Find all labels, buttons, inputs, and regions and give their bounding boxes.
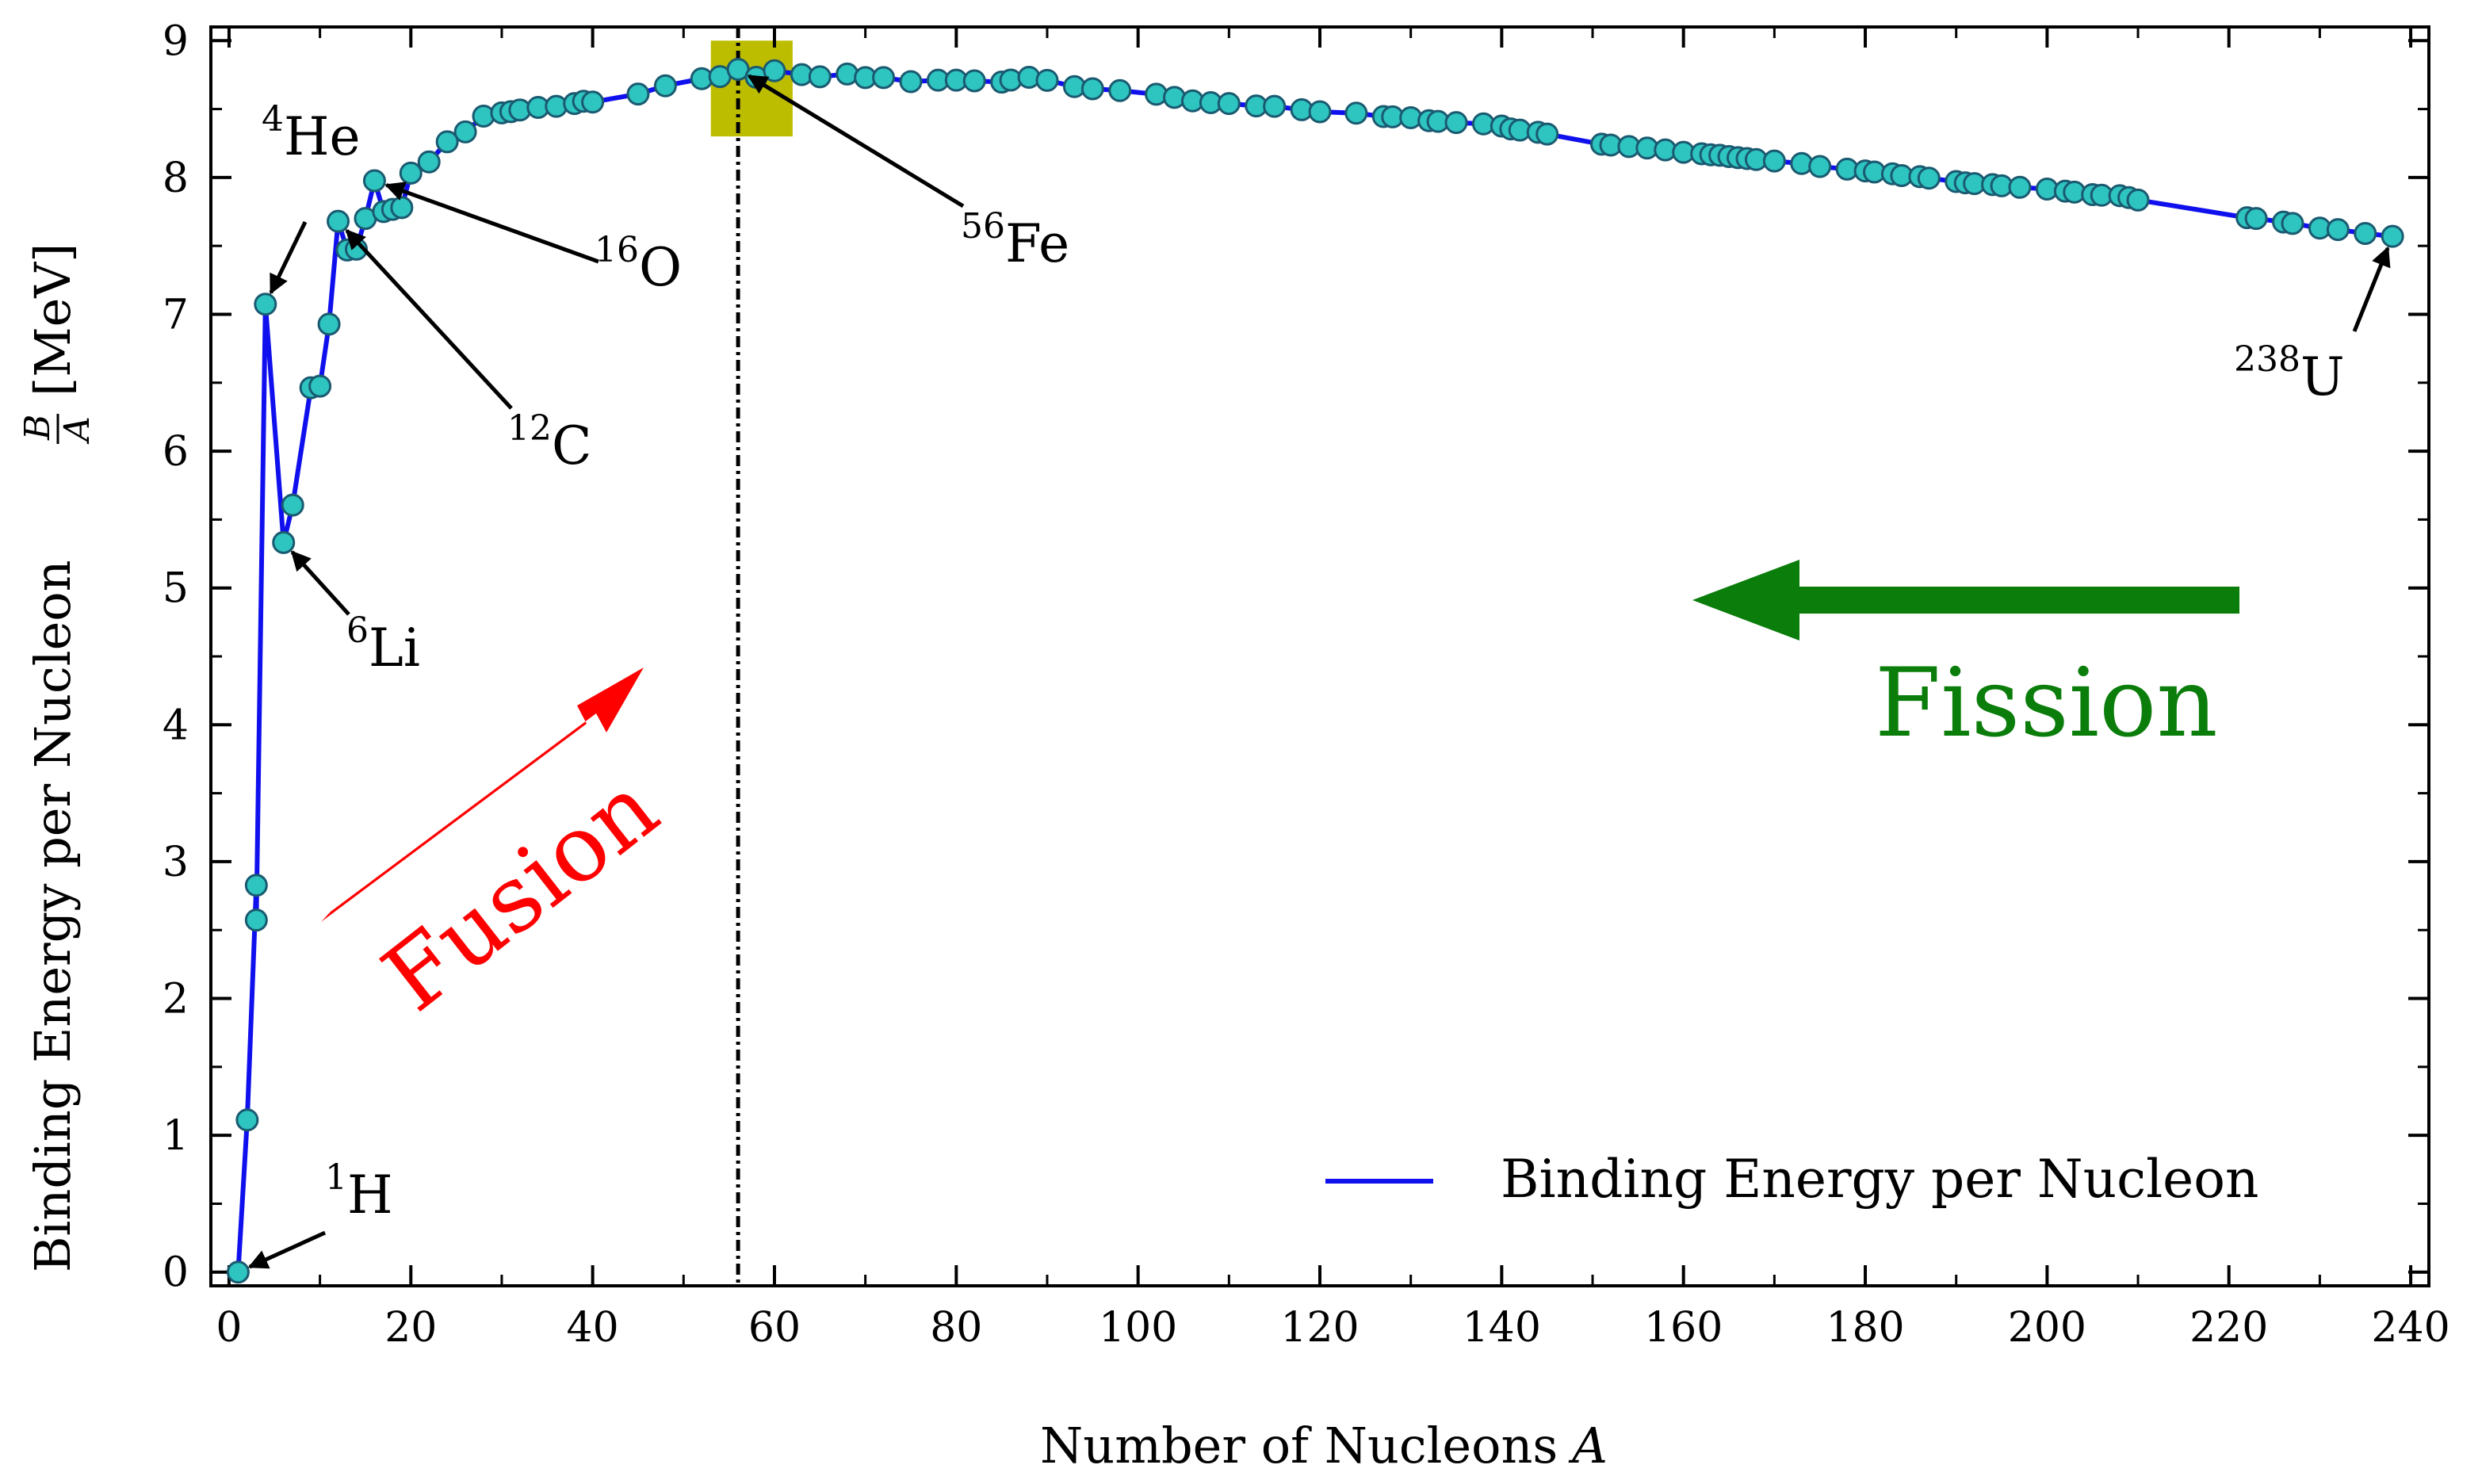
data-point <box>1108 78 1132 102</box>
x-tick-label: 180 <box>1826 1304 1904 1352</box>
svg-text:Binding Energy per Nucleon: Binding Energy per Nucleon <box>24 560 82 1272</box>
data-point <box>808 65 832 89</box>
data-point <box>1035 68 1059 92</box>
y-tick-label: 0 <box>163 1249 189 1297</box>
x-tick-label: 40 <box>567 1304 619 1352</box>
x-tick-label: 240 <box>2371 1304 2449 1352</box>
data-point <box>235 1108 259 1132</box>
y-axis-label: Binding Energy per Nucleon B A [MeV] <box>17 243 98 1272</box>
data-point <box>872 66 896 90</box>
data-point <box>2354 221 2377 245</box>
axis-tick-labels: 0 20 40 60 80 100 120 140 160 180 200 220 2400123456… <box>163 17 2450 1352</box>
annotation-arrow <box>290 550 350 616</box>
label-o16: 16O <box>595 230 682 298</box>
x-tick-label: 0 <box>216 1304 242 1352</box>
data-point <box>2326 218 2350 242</box>
data-point <box>390 196 414 220</box>
y-tick-label: 8 <box>163 155 189 202</box>
data-point <box>417 150 441 174</box>
data-point <box>244 874 268 897</box>
y-tick-label: 6 <box>163 428 189 476</box>
y-tick-label: 3 <box>163 839 189 886</box>
data-point <box>2244 207 2268 231</box>
x-tick-label: 120 <box>1280 1304 1359 1352</box>
data-point <box>2281 212 2304 235</box>
data-point <box>1080 77 1104 101</box>
data-point <box>1535 122 1559 146</box>
x-tick-label: 100 <box>1099 1304 1177 1352</box>
data-point <box>2126 188 2150 212</box>
fusion-arrow-icon <box>321 667 644 922</box>
x-tick-label: 60 <box>748 1304 801 1352</box>
y-tick-label: 1 <box>163 1112 189 1160</box>
x-tick-label: 160 <box>1644 1304 1723 1352</box>
y-tick-label: 5 <box>163 565 189 613</box>
data-point <box>1444 111 1468 135</box>
fusion-label: Fusion <box>364 755 677 1032</box>
y-tick-label: 2 <box>163 976 189 1023</box>
data-point <box>1308 100 1332 124</box>
fission-label: Fission <box>1875 648 2218 759</box>
data-point <box>317 312 341 336</box>
data-point <box>899 70 923 94</box>
label-he4: 4He <box>262 99 361 167</box>
x-tick-label: 200 <box>2008 1304 2086 1352</box>
data-point <box>626 82 650 106</box>
annotation-arrow <box>345 229 513 410</box>
axis-ticks <box>211 27 2429 1286</box>
label-u238: 238U <box>2234 339 2345 407</box>
data-point <box>308 374 332 398</box>
data-point <box>1762 149 1786 173</box>
data-point <box>1808 155 1832 178</box>
data-point <box>362 169 386 193</box>
data-point <box>1263 94 1287 118</box>
legend-series-name: Binding Energy per Nucleon <box>1501 1149 2258 1210</box>
data-point <box>1344 101 1368 125</box>
fission-arrow-icon <box>1692 560 2239 641</box>
binding-energy-markers <box>226 58 2404 1284</box>
y-tick-label: 4 <box>163 702 189 749</box>
iron-peak-highlight-box <box>710 40 793 137</box>
label-li6: 6Li <box>346 610 420 679</box>
label-h1: 1H <box>325 1157 393 1226</box>
data-point <box>244 908 268 932</box>
annotation-arrow <box>247 1230 327 1269</box>
data-point <box>281 493 304 517</box>
label-c12: 12C <box>507 408 592 476</box>
data-point <box>581 90 605 114</box>
data-point <box>763 59 786 82</box>
data-point <box>2381 224 2404 248</box>
x-tick-label: 80 <box>930 1304 982 1352</box>
x-axis-label: Number of Nucleons A <box>1040 1417 1608 1474</box>
svg-text:A: A <box>57 416 98 445</box>
annotation-arrow <box>2352 246 2391 332</box>
x-tick-label: 20 <box>384 1304 437 1352</box>
data-point <box>1917 166 1941 190</box>
data-point <box>1217 92 1241 116</box>
data-point <box>836 62 859 86</box>
data-point <box>653 74 677 98</box>
data-point <box>435 130 459 154</box>
data-point <box>226 1260 250 1284</box>
svg-text:B: B <box>17 415 58 441</box>
data-point <box>2008 175 2032 199</box>
y-tick-label: 7 <box>163 291 189 338</box>
y-tick-label: 9 <box>163 17 189 65</box>
data-point <box>254 293 277 316</box>
data-point <box>962 69 986 93</box>
data-point <box>272 530 296 554</box>
data-point <box>453 120 477 143</box>
data-point <box>399 161 423 185</box>
x-tick-label: 220 <box>2189 1304 2268 1352</box>
annotation-arrows <box>247 74 2391 1269</box>
svg-text:[MeV]: [MeV] <box>24 243 82 396</box>
annotation-arrow <box>384 182 599 264</box>
annotation-arrow <box>747 74 965 208</box>
x-tick-label: 140 <box>1463 1304 1541 1352</box>
data-point <box>327 209 350 233</box>
label-fe56: 56Fe <box>961 206 1069 274</box>
annotation-arrow <box>269 220 308 295</box>
